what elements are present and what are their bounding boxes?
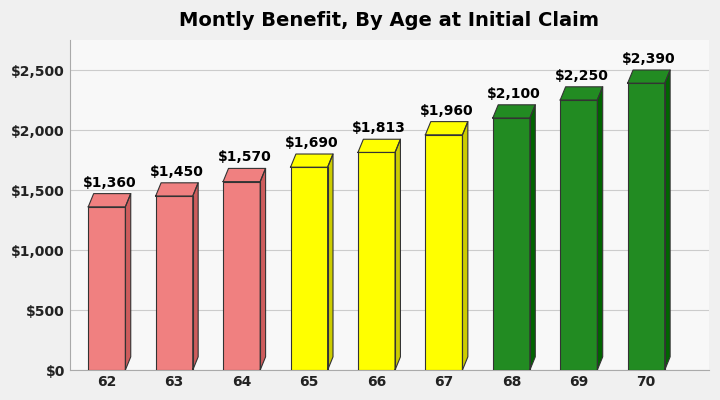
Polygon shape bbox=[89, 194, 131, 207]
Polygon shape bbox=[358, 139, 400, 152]
Polygon shape bbox=[665, 70, 670, 370]
Polygon shape bbox=[530, 105, 535, 370]
Text: $1,960: $1,960 bbox=[420, 104, 474, 118]
Polygon shape bbox=[492, 105, 535, 118]
Polygon shape bbox=[395, 139, 400, 370]
Polygon shape bbox=[598, 87, 603, 370]
Text: $1,360: $1,360 bbox=[83, 176, 136, 190]
Text: $2,250: $2,250 bbox=[554, 69, 608, 83]
Polygon shape bbox=[260, 168, 266, 370]
Polygon shape bbox=[291, 154, 333, 167]
Text: $2,390: $2,390 bbox=[622, 52, 675, 66]
Title: Montly Benefit, By Age at Initial Claim: Montly Benefit, By Age at Initial Claim bbox=[179, 11, 599, 30]
Polygon shape bbox=[560, 87, 603, 100]
Polygon shape bbox=[328, 154, 333, 370]
Text: $1,450: $1,450 bbox=[150, 165, 204, 179]
Text: $1,570: $1,570 bbox=[217, 150, 271, 164]
Polygon shape bbox=[462, 122, 468, 370]
Text: $1,813: $1,813 bbox=[352, 121, 406, 135]
Polygon shape bbox=[223, 168, 266, 182]
Polygon shape bbox=[426, 122, 468, 135]
Text: $1,690: $1,690 bbox=[285, 136, 338, 150]
Polygon shape bbox=[628, 70, 670, 83]
Polygon shape bbox=[193, 183, 198, 370]
Polygon shape bbox=[125, 194, 131, 370]
Text: $2,100: $2,100 bbox=[487, 87, 541, 101]
Polygon shape bbox=[156, 183, 198, 196]
